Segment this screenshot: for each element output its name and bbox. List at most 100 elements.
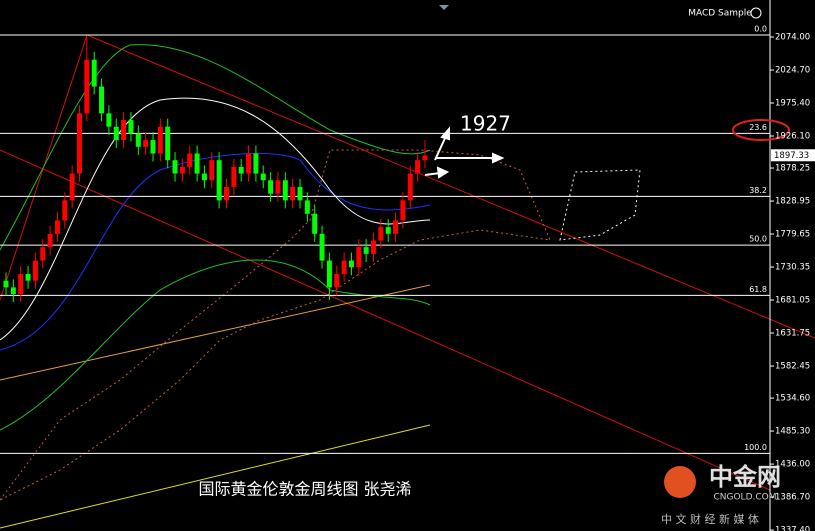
fib-label: 38.2 bbox=[749, 186, 767, 195]
indicator-label: MACD Sample bbox=[688, 9, 752, 19]
candle-body bbox=[165, 126, 171, 161]
candle-body bbox=[209, 160, 215, 181]
last-price-label: 1897.33 bbox=[774, 151, 809, 161]
candle-body bbox=[106, 113, 112, 127]
candle-body bbox=[18, 273, 24, 295]
indicator-line bbox=[0, 152, 431, 351]
candle-body bbox=[179, 166, 185, 174]
trend-line bbox=[86, 34, 815, 339]
candle-body bbox=[69, 173, 75, 201]
candle-body bbox=[157, 126, 163, 154]
candle-body bbox=[121, 120, 127, 141]
candle-body bbox=[393, 220, 399, 234]
y-tick-label: 1878.25 bbox=[775, 164, 810, 174]
candle-body bbox=[224, 186, 229, 201]
logo bbox=[664, 466, 696, 498]
y-tick-label: 1926.10 bbox=[775, 132, 810, 142]
candle-body bbox=[348, 260, 354, 268]
candle-body bbox=[172, 160, 178, 174]
watermark-site: CNGOLD.COM bbox=[713, 493, 776, 503]
y-tick-label: 1582.45 bbox=[775, 362, 810, 372]
candle-body bbox=[415, 160, 421, 174]
candle-body bbox=[77, 113, 82, 174]
candle-body bbox=[194, 153, 200, 174]
candle-body bbox=[216, 160, 222, 201]
candle-body bbox=[341, 260, 347, 274]
y-tick-label: 1828.95 bbox=[775, 197, 810, 207]
indicator-line bbox=[0, 97, 431, 341]
candle-body bbox=[275, 180, 281, 194]
candle-body bbox=[334, 273, 340, 288]
icon bbox=[750, 7, 762, 19]
candle-body bbox=[150, 140, 156, 154]
candle-body bbox=[400, 200, 406, 221]
last-price-box bbox=[771, 149, 815, 162]
candle-body bbox=[128, 120, 134, 134]
candle-body bbox=[371, 240, 376, 254]
candle-body bbox=[47, 233, 53, 248]
candle-body bbox=[246, 153, 252, 174]
candle-body bbox=[326, 260, 332, 288]
y-tick-label: 2024.70 bbox=[775, 66, 810, 76]
y-tick-label: 1534.60 bbox=[775, 394, 810, 404]
candle-body bbox=[10, 287, 16, 295]
candle-body bbox=[407, 173, 413, 201]
candle-body bbox=[25, 273, 31, 281]
candle-body bbox=[32, 260, 38, 281]
y-tick-label: 1436.00 bbox=[775, 460, 810, 470]
candle-body bbox=[290, 186, 296, 201]
trend-line bbox=[0, 424, 431, 529]
candle-body bbox=[40, 247, 46, 261]
candle-body bbox=[319, 233, 325, 261]
indicator-line bbox=[0, 44, 431, 251]
y-tick-label: 1337.40 bbox=[775, 526, 810, 531]
candle-body bbox=[363, 247, 369, 254]
y-tick-label: 1681.05 bbox=[775, 296, 810, 306]
y-tick-label: 1779.65 bbox=[775, 230, 810, 240]
watermark-brand: 中金网 bbox=[709, 463, 781, 491]
fib-label: 50.0 bbox=[749, 235, 767, 244]
highlight bbox=[732, 119, 790, 141]
candle-body bbox=[201, 173, 207, 181]
candle-body bbox=[356, 247, 362, 268]
chart-title: 国际黄金伦敦金周线图 张尧浠 bbox=[198, 480, 411, 499]
candle-body bbox=[91, 59, 97, 87]
candle-body bbox=[231, 166, 237, 187]
fib-label: 100.0 bbox=[744, 443, 767, 452]
candle-body bbox=[422, 155, 428, 161]
candle-body bbox=[135, 133, 141, 147]
candle-body bbox=[268, 180, 274, 194]
candle-body bbox=[143, 140, 149, 147]
candle-body bbox=[304, 200, 310, 214]
watermark-slogan: 中 文 财 经 新 媒 体 bbox=[661, 512, 759, 526]
y-tick-label: 1485.30 bbox=[775, 427, 810, 437]
candle-body bbox=[253, 153, 259, 174]
arrows bbox=[424, 126, 505, 179]
candle-body bbox=[113, 126, 119, 141]
trend-line bbox=[0, 149, 771, 491]
cloud bbox=[559, 169, 641, 241]
candle-body bbox=[385, 227, 391, 234]
fib-label: 61.8 bbox=[749, 285, 767, 294]
y-tick-label: 1730.35 bbox=[775, 263, 810, 273]
trend-line bbox=[0, 284, 431, 381]
fib-label: 23.6 bbox=[749, 123, 767, 132]
candle-body bbox=[84, 59, 90, 114]
marker bbox=[439, 5, 449, 10]
candle-body bbox=[378, 227, 384, 241]
indicator-line bbox=[0, 259, 431, 431]
candle-body bbox=[260, 173, 266, 181]
candle-body bbox=[312, 213, 318, 234]
annotation: 1927 bbox=[460, 112, 511, 136]
candle-body bbox=[187, 153, 193, 167]
y-tick-label: 1631.75 bbox=[775, 329, 810, 339]
candle-body bbox=[282, 180, 288, 201]
y-tick-label: 1975.40 bbox=[775, 99, 810, 109]
candle-body bbox=[238, 166, 244, 174]
y-tick-label: 2074.00 bbox=[775, 33, 810, 43]
candle-body bbox=[297, 186, 303, 201]
candle-body bbox=[3, 280, 9, 288]
fib-label: 0.0 bbox=[754, 25, 767, 34]
